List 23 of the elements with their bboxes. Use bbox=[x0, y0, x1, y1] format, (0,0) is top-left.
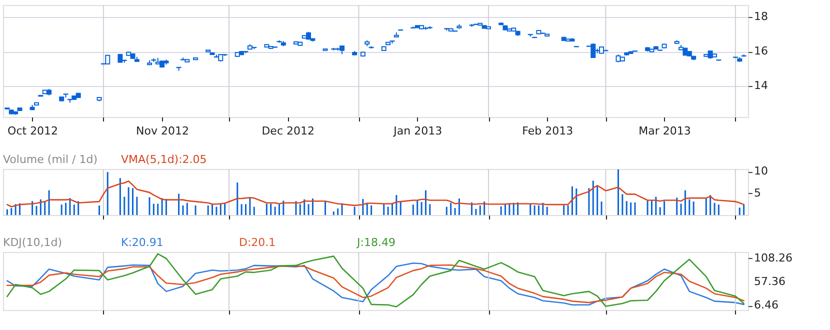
text: J:18.49 bbox=[356, 236, 396, 249]
y-tick-label: 10 bbox=[754, 164, 768, 178]
x-tick-label: Dec 2012 bbox=[262, 124, 314, 138]
x-tick-label: Jan 2013 bbox=[392, 124, 442, 138]
x-tick-label: Feb 2013 bbox=[522, 124, 574, 138]
y-tick-label: 5 bbox=[754, 186, 761, 200]
x-tick-label: Mar 2013 bbox=[638, 124, 691, 138]
x-tick-label: Oct 2012 bbox=[8, 124, 58, 138]
y-tick-label: 14 bbox=[754, 78, 768, 92]
series-label: VMA(5,1d):2.05 bbox=[121, 153, 207, 166]
chart-title: KDJ(10,1d) bbox=[3, 236, 62, 249]
series-label: D:20.1 bbox=[239, 236, 276, 249]
y-tick-label: 16 bbox=[754, 44, 768, 58]
y-tick-label: 18 bbox=[754, 10, 768, 24]
line-series bbox=[6, 180, 744, 208]
chart-title: Volume (mil / 1d) bbox=[3, 153, 98, 166]
candlestick bbox=[590, 42, 596, 58]
x-tick-label: Nov 2012 bbox=[136, 124, 190, 138]
y-tick-label: 6.46 bbox=[754, 298, 778, 312]
line-series bbox=[6, 253, 744, 308]
series-label: K:20.91 bbox=[121, 236, 164, 249]
y-tick-label: 57.36 bbox=[754, 274, 786, 288]
y-tick-label: 108.26 bbox=[754, 251, 792, 264]
